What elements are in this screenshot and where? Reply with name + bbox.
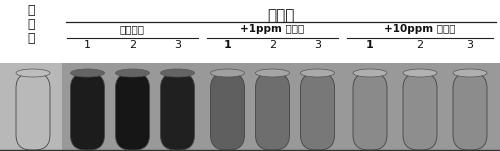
FancyBboxPatch shape xyxy=(16,73,50,150)
Text: 照: 照 xyxy=(27,18,35,31)
Text: 1: 1 xyxy=(366,40,374,50)
Text: 3: 3 xyxy=(314,40,321,50)
Ellipse shape xyxy=(70,69,104,77)
Ellipse shape xyxy=(160,69,194,77)
Text: 对: 对 xyxy=(27,4,35,17)
Bar xyxy=(0,0,62,63)
Ellipse shape xyxy=(256,69,290,77)
Text: 1: 1 xyxy=(84,40,91,50)
Text: 无苯磺隆: 无苯磺隆 xyxy=(120,24,145,34)
FancyBboxPatch shape xyxy=(453,73,487,150)
Text: 3: 3 xyxy=(466,40,473,50)
Bar xyxy=(0,63,62,151)
FancyBboxPatch shape xyxy=(210,73,244,150)
Bar xyxy=(0,63,500,151)
Ellipse shape xyxy=(453,69,487,77)
Ellipse shape xyxy=(300,69,334,77)
Text: 2: 2 xyxy=(269,40,276,50)
Text: 管: 管 xyxy=(27,32,35,45)
Text: +10ppm 苯磺隆: +10ppm 苯磺隆 xyxy=(384,24,456,34)
FancyBboxPatch shape xyxy=(403,73,437,150)
Text: 反应管: 反应管 xyxy=(268,8,294,23)
Bar xyxy=(0,0,500,63)
Ellipse shape xyxy=(403,69,437,77)
Text: 2: 2 xyxy=(129,40,136,50)
FancyBboxPatch shape xyxy=(353,73,387,150)
FancyBboxPatch shape xyxy=(256,73,290,150)
Text: 1: 1 xyxy=(224,40,232,50)
Text: +1ppm 苯磺隆: +1ppm 苯磺隆 xyxy=(240,24,304,34)
FancyBboxPatch shape xyxy=(160,73,194,150)
FancyBboxPatch shape xyxy=(116,73,150,150)
FancyBboxPatch shape xyxy=(70,73,104,150)
Ellipse shape xyxy=(210,69,244,77)
Ellipse shape xyxy=(16,69,50,77)
Text: 2: 2 xyxy=(416,40,424,50)
Text: 3: 3 xyxy=(174,40,181,50)
FancyBboxPatch shape xyxy=(300,73,334,150)
Ellipse shape xyxy=(116,69,150,77)
Ellipse shape xyxy=(353,69,387,77)
